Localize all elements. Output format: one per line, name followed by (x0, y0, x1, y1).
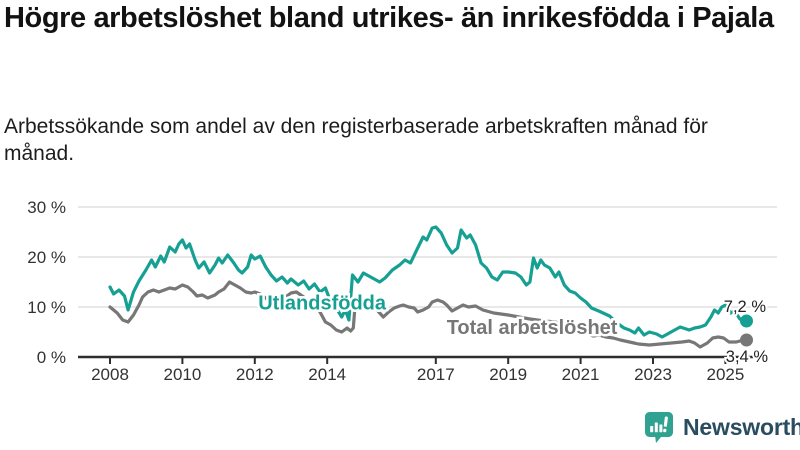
x-axis-tick-label: 2017 (417, 365, 455, 384)
series-end-dot (740, 333, 753, 347)
unemployment-line-chart: 0 % 10 % 20 % 30 % 2008 2010 2012 2014 2017 2019 2… (27, 198, 777, 384)
x-axis-tick-label: 2023 (634, 365, 672, 384)
end-value-label: 7,2 % (724, 298, 767, 316)
x-axis-tick-label: 2010 (163, 365, 201, 384)
x-axis-tick-label: 2025 (706, 365, 744, 384)
x-axis-tick-label: 2021 (562, 365, 600, 384)
page-title: Högre arbetslöshet bland utrikes- än inr… (4, 2, 774, 34)
series-end-dot (740, 314, 753, 328)
y-axis-tick-label: 20 % (27, 248, 66, 267)
series-label: Utlandsfödda (258, 293, 387, 315)
end-value-label: 3,4 % (726, 348, 769, 366)
bar-chart-speech-bubble-icon (645, 412, 673, 443)
series-label: Total arbetslöshet (447, 317, 618, 339)
brand-name: Newsworthy (683, 414, 800, 440)
x-axis-tick-label: 2014 (308, 365, 346, 384)
x-axis-tick-label: 2008 (91, 365, 129, 384)
newsworthy-logo[interactable]: Newsworthy (644, 411, 800, 444)
series-line (108, 225, 746, 339)
y-axis-tick-label: 0 % (37, 348, 66, 367)
series-line (108, 280, 746, 349)
x-axis-tick-label: 2019 (489, 365, 527, 384)
x-axis-tick-label: 2012 (236, 365, 274, 384)
y-axis-tick-label: 10 % (27, 298, 66, 317)
chart-subtitle: Arbetssökande som andel av den registerb… (4, 115, 708, 166)
y-axis-tick-label: 30 % (27, 198, 66, 217)
